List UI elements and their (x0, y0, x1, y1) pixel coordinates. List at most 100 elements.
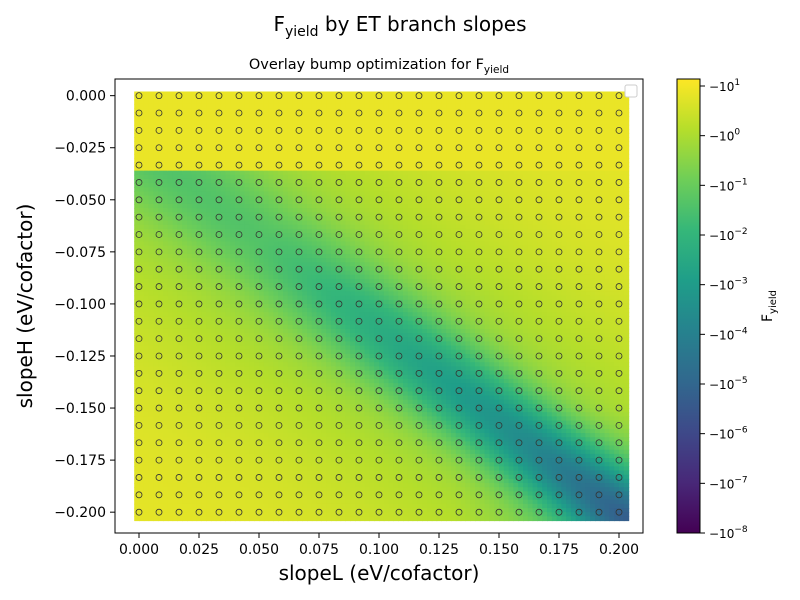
heatmap-cell (239, 324, 246, 330)
heatmap-cell (292, 487, 298, 492)
heatmap-cell (283, 483, 289, 488)
heatmap-cell (191, 258, 198, 263)
heatmap-cell (335, 149, 342, 155)
heatmap-cell (230, 491, 236, 497)
heatmap-cell (187, 449, 193, 455)
heatmap-cell (230, 441, 236, 447)
heatmap-cell (263, 103, 270, 109)
heatmap-cell (167, 262, 174, 268)
heatmap-cell (182, 245, 188, 251)
heatmap-cell (259, 378, 265, 384)
heatmap-cell (278, 487, 284, 492)
heatmap-cell (206, 103, 212, 109)
heatmap-cell (191, 403, 198, 409)
heatmap-cell (249, 328, 255, 334)
heatmap-cell (316, 516, 322, 522)
heatmap-cell (201, 453, 207, 459)
heatmap-cell (254, 91, 260, 97)
heatmap-cell (225, 283, 231, 288)
heatmap-cell (316, 295, 322, 301)
heatmap-cell (340, 212, 346, 218)
heatmap-cell (172, 187, 178, 193)
heatmap-cell (239, 358, 246, 363)
heatmap-cell (326, 366, 332, 372)
heatmap-cell (134, 187, 140, 193)
heatmap-cell (235, 478, 241, 484)
heatmap-cell (326, 328, 332, 334)
heatmap-cell (268, 353, 274, 359)
heatmap-cell (143, 191, 150, 197)
heatmap-cell (215, 262, 222, 268)
heatmap-cell (215, 120, 222, 126)
heatmap-cell (268, 153, 274, 159)
heatmap-cell (177, 112, 183, 118)
heatmap-cell (191, 412, 198, 417)
heatmap-cell (167, 516, 174, 522)
heatmap-cell (239, 208, 246, 213)
heatmap-cell (134, 116, 140, 122)
heatmap-cell (182, 478, 188, 484)
heatmap-cell (177, 383, 183, 388)
heatmap-cell (134, 145, 140, 151)
heatmap-cell (302, 345, 308, 351)
heatmap-cell (331, 287, 337, 293)
heatmap-cell (187, 403, 193, 409)
heatmap-cell (167, 120, 174, 126)
heatmap-cell (297, 283, 303, 288)
heatmap-cell (359, 195, 366, 201)
heatmap-cell (302, 499, 308, 505)
heatmap-cell (331, 174, 337, 180)
heatmap-cell (215, 478, 222, 484)
heatmap-cell (359, 124, 366, 130)
heatmap-cell (268, 499, 274, 505)
heatmap-cell (335, 366, 342, 372)
heatmap-cell (268, 91, 274, 97)
heatmap-cell (350, 458, 356, 463)
heatmap-cell (331, 212, 337, 218)
heatmap-cell (177, 516, 183, 522)
heatmap-cell (355, 453, 361, 459)
heatmap-cell (191, 299, 198, 305)
heatmap-cell (311, 124, 318, 130)
heatmap-cell (172, 308, 178, 313)
heatmap-cell (249, 208, 255, 213)
heatmap-cell (191, 153, 198, 159)
heatmap-cell (254, 324, 260, 330)
heatmap-cell (215, 312, 222, 318)
heatmap-cell (244, 216, 250, 222)
heatmap-cell (182, 224, 188, 230)
heatmap-cell (355, 403, 361, 409)
heatmap-cell (302, 387, 308, 392)
heatmap-cell (143, 158, 150, 163)
heatmap-cell (355, 508, 361, 513)
heatmap-cell (143, 353, 150, 359)
heatmap-cell (158, 149, 164, 155)
heatmap-cell (287, 408, 294, 413)
heatmap-cell (340, 333, 346, 338)
heatmap-cell (350, 141, 356, 147)
heatmap-cell (302, 145, 308, 151)
heatmap-cell (331, 228, 337, 234)
heatmap-cell (235, 416, 241, 422)
heatmap-cell (244, 320, 250, 326)
heatmap-cell (211, 266, 217, 272)
heatmap-cell (263, 478, 270, 484)
heatmap-cell (230, 249, 236, 255)
heatmap-cell (134, 178, 140, 184)
heatmap-cell (263, 341, 270, 347)
heatmap-cell (278, 258, 284, 263)
heatmap-cell (220, 270, 226, 276)
heatmap-cell (316, 133, 322, 138)
heatmap-cell (359, 178, 366, 184)
heatmap-cell (307, 395, 313, 401)
heatmap-cell (211, 270, 217, 276)
heatmap-cell (268, 491, 274, 497)
heatmap-cell (187, 466, 193, 472)
heatmap-cell (311, 278, 318, 284)
heatmap-cell (158, 145, 164, 151)
heatmap-cell (331, 441, 337, 447)
heatmap-cell (326, 345, 332, 351)
heatmap-cell (225, 416, 231, 422)
heatmap-cell (326, 170, 332, 176)
heatmap-cell (134, 208, 140, 213)
